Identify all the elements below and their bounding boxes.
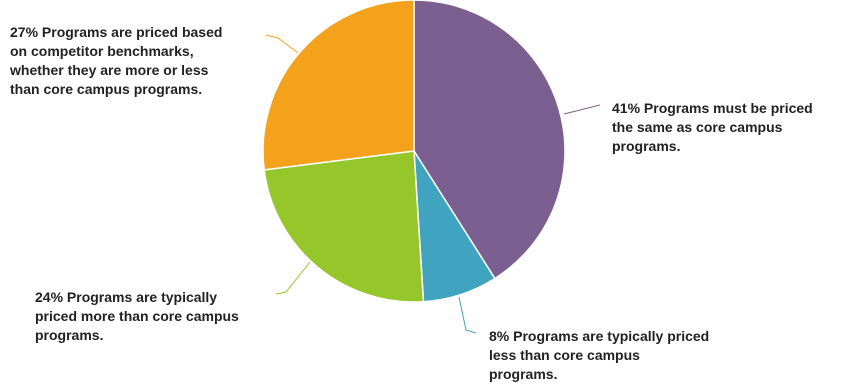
pie-slice-3 (263, 150, 425, 303)
slice-label-line: less than core campus (489, 347, 640, 363)
pie-slice-4 (262, 0, 415, 171)
slice-label-line: the same as core campus (612, 119, 783, 135)
slice-label-line: programs. (612, 138, 680, 154)
pie-slices (262, 0, 566, 303)
slice-label-line: 8% Programs are typically priced (489, 328, 709, 344)
leader-line-1 (563, 104, 601, 115)
slice-label-3: 24% Programs are typically priced more th… (35, 289, 239, 343)
slice-label-line: whether they are more or less (9, 62, 209, 78)
slice-label-line: priced more than core campus (35, 308, 239, 324)
slice-label-line: on competitor benchmarks, (10, 43, 194, 59)
leader-lines (265, 34, 601, 334)
slice-label-line: 24% Programs are typically (35, 289, 217, 305)
slice-label-2: 8% Programs are typically priced less tha… (489, 328, 709, 382)
slice-label-line: 27% Programs are priced based (10, 24, 222, 40)
slice-label-1: 41% Programs must be priced the same as c… (612, 100, 813, 154)
slice-labels: 41% Programs must be priced the same as c… (9, 24, 813, 382)
slice-label-line: 41% Programs must be priced (612, 100, 813, 116)
pie-slice-1 (413, 0, 566, 280)
slice-label-4: 27% Programs are priced based on competit… (9, 24, 222, 97)
leader-line-2 (458, 296, 477, 334)
slice-label-line: than core campus programs. (10, 81, 202, 97)
slice-label-line: programs. (489, 366, 557, 382)
leader-line-4 (265, 34, 299, 54)
leader-line-3 (275, 261, 311, 295)
slice-label-line: programs. (35, 327, 103, 343)
